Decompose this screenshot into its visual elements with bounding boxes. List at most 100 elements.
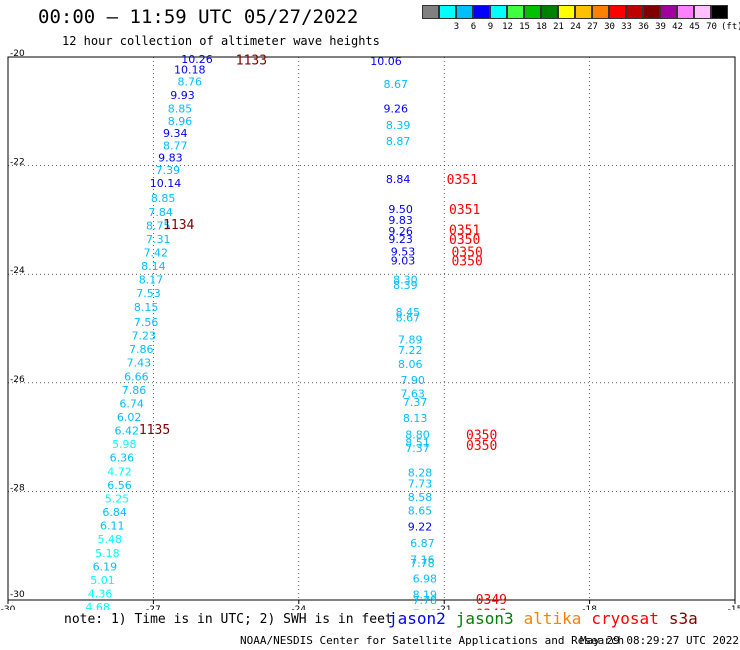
y-tick-label: -20	[10, 49, 25, 59]
legend-unit: (ft)	[721, 22, 740, 32]
legend-color-swatch	[711, 5, 728, 19]
wave-height-value: 7.84	[148, 206, 173, 219]
legend-color-swatch	[541, 5, 558, 19]
legend-color-swatch	[575, 5, 592, 19]
wave-height-value: 8.75	[146, 219, 171, 232]
wave-height-value: 9.03	[391, 255, 416, 268]
pass-time-label: 0349	[476, 608, 507, 610]
wave-height-value: 7.22	[398, 344, 423, 357]
wave-height-value: 6.66	[124, 370, 149, 383]
wave-height-value: 8.39	[393, 279, 418, 292]
chart-subtitle: 12 hour collection of altimeter wave hei…	[62, 34, 380, 48]
pass-time-label: 1133	[236, 54, 267, 69]
footer-credit: NOAA/NESDIS Center for Satellite Applica…	[240, 634, 625, 647]
pass-time-label: 1135	[139, 423, 170, 438]
wave-height-value: 6.84	[102, 506, 127, 519]
legend-color-swatch	[456, 5, 473, 19]
wave-height-value: 9.93	[170, 89, 195, 102]
x-tick-label: -15	[728, 605, 740, 610]
wave-height-value: 9.23	[388, 233, 413, 246]
wave-height-value: 7.37	[403, 396, 428, 409]
wave-height-value: 7.89	[398, 333, 423, 346]
wave-height-value: 8.77	[163, 140, 188, 153]
wave-height-value: 9.34	[163, 127, 188, 140]
wave-height-value: 9.22	[408, 521, 433, 534]
wave-height-value: 10.18	[174, 63, 206, 76]
legend-label: 45	[689, 22, 700, 32]
legend-color-swatch	[677, 5, 694, 19]
wave-height-value: 4.68	[85, 601, 110, 610]
legend-label: 39	[655, 22, 666, 32]
pass-time-label: 1134	[163, 218, 194, 233]
legend-color-swatch	[660, 5, 677, 19]
legend-label: 12	[502, 22, 513, 32]
wave-height-value: 5.01	[90, 574, 115, 587]
wave-height-value: 7.63	[400, 388, 425, 401]
wave-height-value: 8.06	[398, 358, 423, 371]
wave-height-value: 6.42	[114, 425, 139, 438]
pass-time-label: 0350	[449, 233, 480, 248]
wave-height-value: 8.13	[403, 412, 428, 425]
satellite-label-altika: altika	[523, 609, 582, 628]
wave-height-value: 8.76	[178, 75, 203, 88]
y-tick-label: -22	[10, 158, 25, 168]
wave-height-value: 6.02	[117, 411, 142, 424]
legend-label: 6	[470, 22, 477, 32]
y-tick-label: -28	[10, 483, 25, 493]
wave-height-value: 7.56	[134, 316, 159, 329]
wave-height-value: 9.26	[388, 225, 413, 238]
y-tick-label: -24	[10, 266, 25, 276]
legend-color-swatch	[422, 5, 439, 19]
wave-height-value: 8.67	[396, 312, 421, 325]
wave-height-value: 8.51	[405, 437, 430, 450]
wave-height-value: 6.74	[119, 397, 144, 410]
chart-title: 00:00 — 11:59 UTC 05/27/2022	[38, 6, 359, 28]
wave-height-value: 7.73	[408, 477, 433, 490]
legend-label: 36	[638, 22, 649, 32]
plot-frame	[7, 56, 736, 601]
wave-height-value: 6.56	[107, 479, 132, 492]
pass-time-label: 0349	[476, 593, 507, 608]
wave-height-value: 10.26	[181, 53, 213, 66]
pass-time-label: 0350	[466, 428, 497, 443]
legend-label: 30	[604, 22, 615, 32]
wave-height-value: 5.18	[95, 547, 120, 560]
wave-height-value: 8.39	[386, 119, 411, 132]
satellite-label-s3a: s3a	[668, 609, 698, 628]
x-tick-label: -18	[582, 605, 597, 610]
wave-height-value: 4.36	[88, 587, 113, 600]
legend-label: 18	[536, 22, 547, 32]
wave-height-value: 9.83	[158, 151, 183, 164]
legend-label: 24	[570, 22, 581, 32]
footer-timestamp: May 29 08:29:27 UTC 2022	[580, 634, 739, 647]
chart-note: note: 1) Time is in UTC; 2) SWH is in fe…	[64, 612, 393, 627]
legend-label: 33	[621, 22, 632, 32]
wave-height-value: 7.39	[156, 164, 181, 177]
wave-height-value: 7.37	[405, 442, 430, 455]
wave-height-value: 7.90	[400, 374, 425, 387]
pass-time-label: 0351	[449, 203, 480, 218]
pass-time-label: 0351	[447, 173, 478, 188]
wave-height-value: 8.17	[139, 274, 164, 287]
wave-height-value: 8.67	[383, 78, 408, 91]
wave-height-value: 8.65	[408, 504, 433, 517]
legend-color-swatch	[558, 5, 575, 19]
legend-label: 70	[706, 22, 717, 32]
satellite-label-jason3: jason3	[455, 609, 514, 628]
x-tick-label: -21	[437, 605, 452, 610]
x-tick-label: -30	[1, 605, 16, 610]
wave-height-value: 6.36	[110, 452, 135, 465]
wave-height-value: 7.86	[129, 343, 154, 356]
y-tick-label: -30	[10, 590, 25, 600]
wave-height-value: 7.23	[131, 330, 156, 343]
wave-height-value: 7.86	[122, 384, 147, 397]
legend-color-swatch	[609, 5, 626, 19]
wave-height-value: 8.80	[405, 428, 430, 441]
wave-height-value: 7.42	[144, 246, 169, 259]
wave-height-value: 8.30	[393, 274, 418, 287]
pass-time-label: 0351	[449, 224, 480, 239]
legend-label: 9	[487, 22, 494, 32]
legend-label: 21	[553, 22, 564, 32]
pass-time-label: 0350	[451, 255, 482, 270]
legend-label: 27	[587, 22, 598, 32]
